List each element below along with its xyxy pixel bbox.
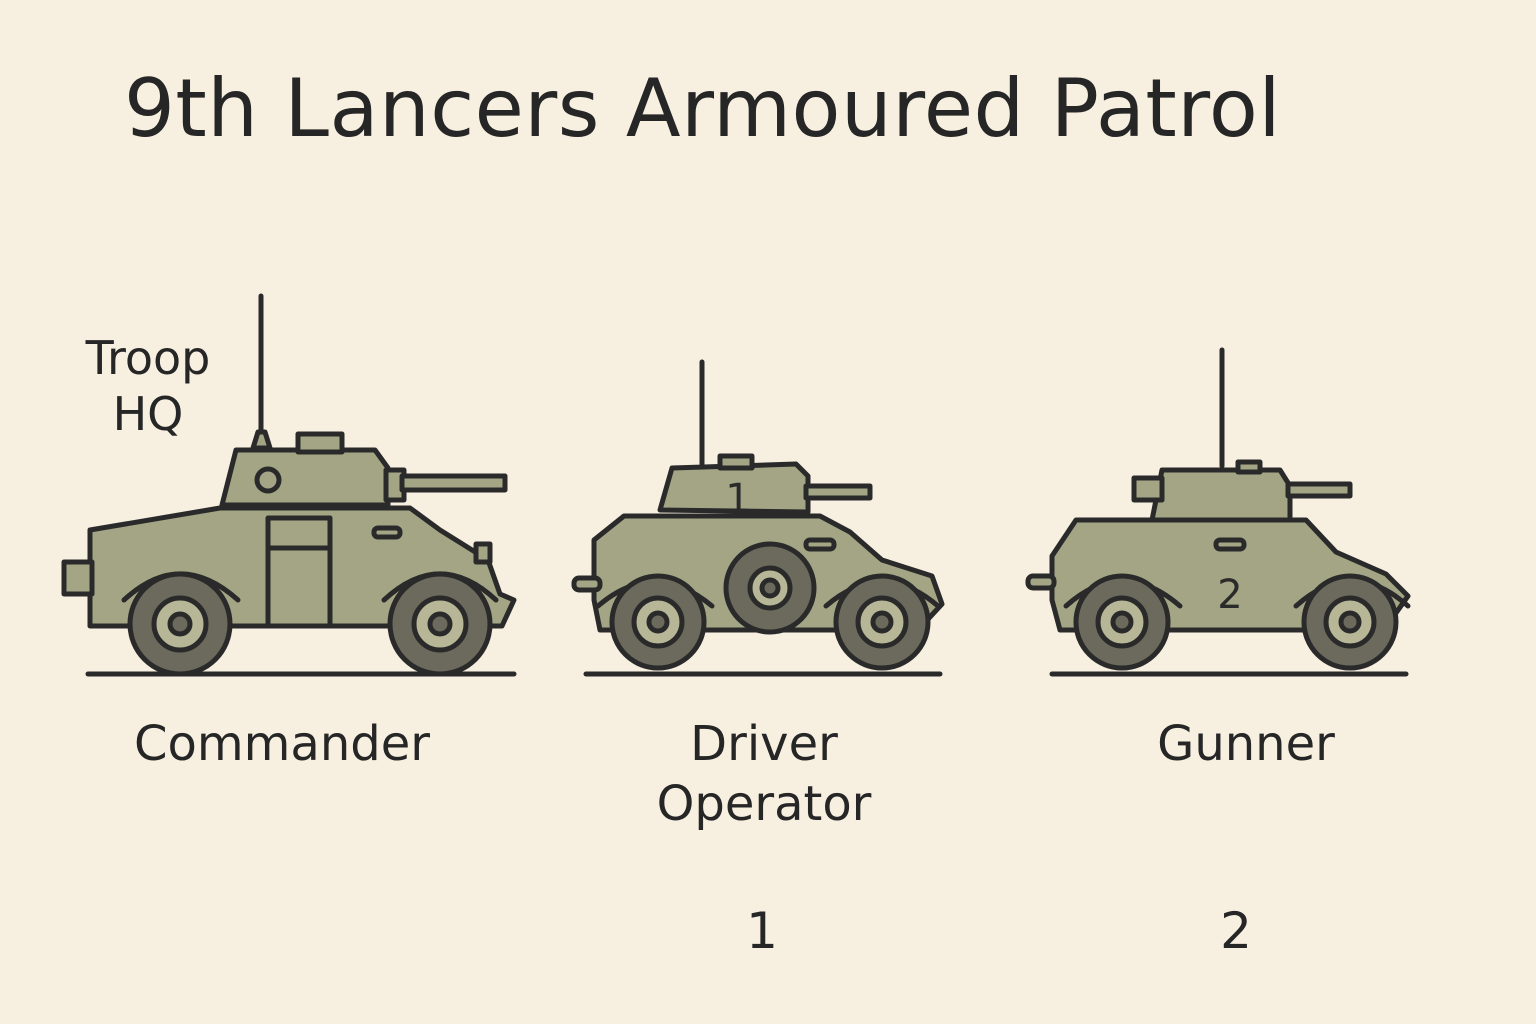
turret-2 bbox=[657, 461, 811, 515]
commander-armoured-car bbox=[61, 293, 517, 677]
hull-marking-2: 2 bbox=[1217, 572, 1242, 618]
role-label-gunner: Gunner bbox=[1096, 714, 1396, 774]
vehicle-number-1: 1 bbox=[746, 902, 778, 960]
page-title: 9th Lancers Armoured Patrol bbox=[124, 62, 1282, 155]
gun-barrel-3 bbox=[1285, 481, 1353, 499]
cupola-1 bbox=[295, 431, 345, 455]
headlight-1 bbox=[473, 541, 493, 565]
gunner-armoured-car: 2 bbox=[1025, 347, 1411, 677]
turret-3 bbox=[1149, 467, 1293, 523]
role-label-commander: Commander bbox=[132, 714, 432, 774]
troop-hq-line2: HQ bbox=[112, 387, 184, 441]
turret-port-1 bbox=[254, 466, 282, 494]
troop-hq-label: Troop HQ bbox=[70, 330, 226, 442]
turret-1 bbox=[219, 447, 391, 508]
vision-slit-1 bbox=[371, 525, 403, 540]
role-line: Driver bbox=[690, 716, 838, 772]
door-1 bbox=[265, 515, 333, 629]
troop-hq-line1: Troop bbox=[85, 331, 211, 385]
antenna-base-1 bbox=[250, 429, 273, 451]
role-line: Gunner bbox=[1157, 716, 1335, 772]
role-label-driver-operator: Driver Operator bbox=[614, 714, 914, 834]
role-line: Commander bbox=[134, 716, 430, 772]
gun-barrel-2 bbox=[803, 483, 873, 501]
driver-operator-armoured-car: 1 bbox=[571, 359, 945, 677]
vehicle-number-2: 2 bbox=[1220, 902, 1252, 960]
role-line: Operator bbox=[656, 776, 872, 832]
front-plate-1 bbox=[61, 559, 95, 597]
gun-barrel-1 bbox=[399, 473, 508, 493]
